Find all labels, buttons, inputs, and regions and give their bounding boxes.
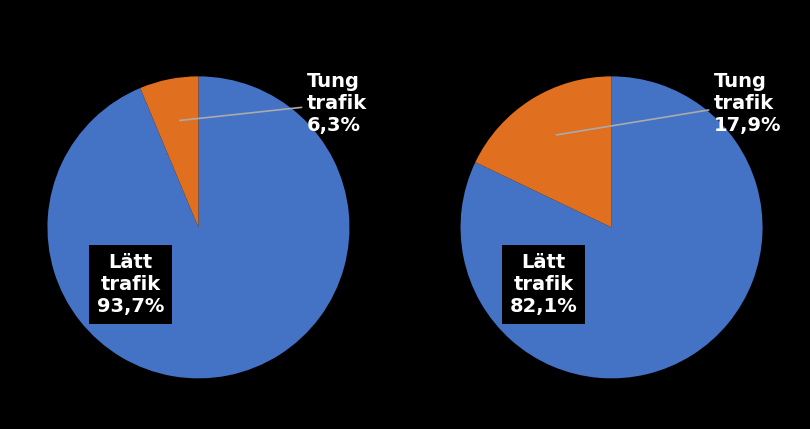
Text: Lätt
trafik
82,1%: Lätt trafik 82,1% (509, 253, 578, 316)
Wedge shape (461, 76, 762, 378)
Text: Tung
trafik
6,3%: Tung trafik 6,3% (180, 72, 367, 135)
Wedge shape (475, 76, 612, 227)
Text: Lätt
trafik
93,7%: Lätt trafik 93,7% (97, 253, 164, 316)
Wedge shape (48, 76, 349, 378)
Wedge shape (140, 76, 198, 227)
Text: Tung
trafik
17,9%: Tung trafik 17,9% (556, 72, 782, 135)
